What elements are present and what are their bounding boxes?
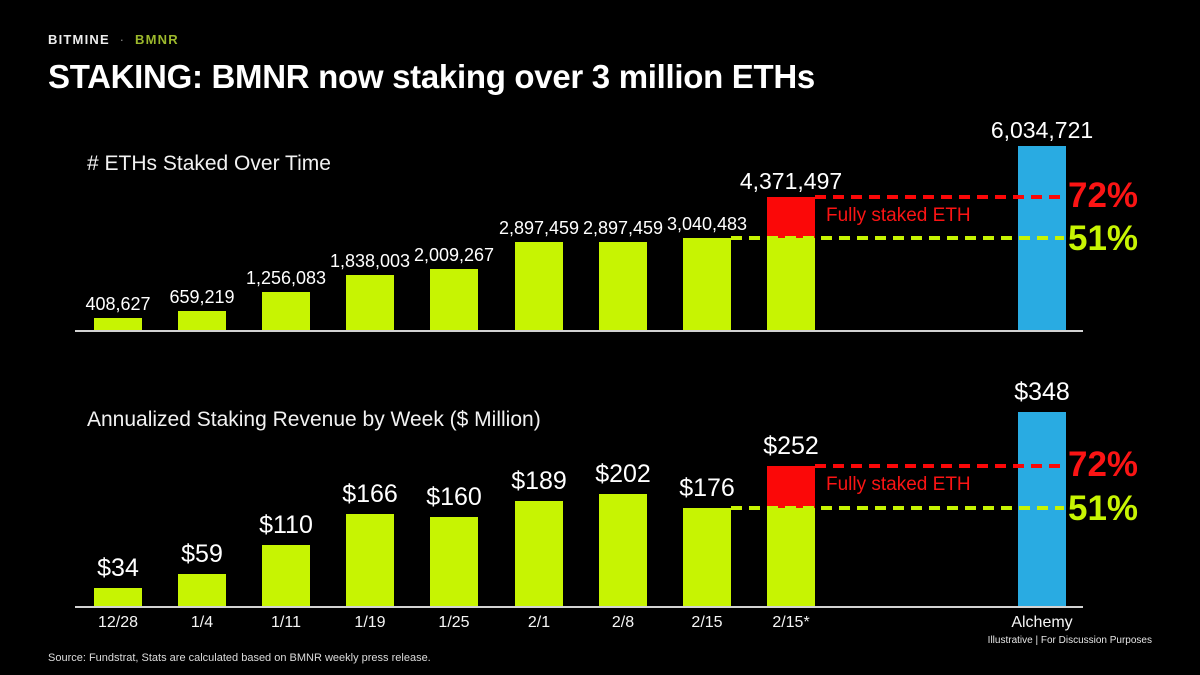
x-axis-label-2/15: 2/15 <box>691 614 723 631</box>
staking-revenue-bar-2/15*-red-segment <box>767 466 815 508</box>
eth-staked-red-pct-label: 72% <box>1068 176 1139 215</box>
eth-staked-bar-value-label: 2,897,459 <box>582 218 664 238</box>
staking-revenue-bar-1/19 <box>346 514 394 607</box>
eth-staked-green-dashed-line <box>731 236 1064 240</box>
staking-revenue-bar-1/4 <box>178 574 226 607</box>
eth-staked-bar-1/19 <box>346 275 394 331</box>
staking-revenue-bar-value-label: $166 <box>342 480 398 508</box>
x-axis-label-2/15*: 2/15* <box>772 614 810 631</box>
staking-revenue-chart-title: Annualized Staking Revenue by Week ($ Mi… <box>87 408 541 431</box>
eth-staked-bar-1/11 <box>262 292 310 331</box>
eth-staked-bar-value-label: 6,034,721 <box>990 117 1094 143</box>
staking-revenue-bar-2/15*-green-segment <box>767 508 815 607</box>
x-axis-label-12/28: 12/28 <box>97 614 139 631</box>
staking-revenue-bar-value-label: $202 <box>595 460 651 488</box>
eth-staked-bar-value-label: 659,219 <box>169 287 235 307</box>
eth-staked-green-pct-label: 51% <box>1068 219 1139 258</box>
staking-revenue-bar-2/8 <box>599 494 647 607</box>
eth-staked-chart-title: # ETHs Staked Over Time <box>87 152 331 175</box>
staking-revenue-red-dashed-line <box>815 464 1064 468</box>
x-axis-label-2/8: 2/8 <box>611 614 635 631</box>
x-axis-label-1/19: 1/19 <box>354 614 386 631</box>
staking-revenue-bar-value-label: $348 <box>1014 378 1070 406</box>
eth-staked-bar-2/15*-red-segment <box>767 197 815 238</box>
staking-revenue-bar-1/25 <box>430 517 478 607</box>
eth-staked-bar-value-label: 2,009,267 <box>413 245 495 265</box>
x-axis-label-1/25: 1/25 <box>438 614 470 631</box>
staking-revenue-bar-value-label: $59 <box>181 540 223 568</box>
eth-staked-fully-staked-label: Fully staked ETH <box>826 205 971 226</box>
staking-revenue-bar-value-label: $189 <box>511 467 567 495</box>
x-axis-label-1/11: 1/11 <box>271 614 301 631</box>
staking-revenue-axis-line <box>75 606 1083 608</box>
staking-revenue-green-pct-label: 51% <box>1068 489 1139 528</box>
brand-separator: · <box>119 32 126 47</box>
source-note: Source: Fundstrat, Stats are calculated … <box>48 652 431 664</box>
staking-revenue-bar-12/28 <box>94 588 142 607</box>
eth-staked-bar-1/25 <box>430 269 478 331</box>
brand-name: BITMINE <box>48 32 110 47</box>
eth-staked-bar-2/1 <box>515 242 563 331</box>
disclaimer-note: Illustrative | For Discussion Purposes <box>987 635 1152 646</box>
staking-revenue-bar-2/15 <box>683 508 731 607</box>
page-title: STAKING: BMNR now staking over 3 million… <box>48 58 815 95</box>
eth-staked-bar-value-label: 408,627 <box>85 294 151 314</box>
x-axis-label-1/4: 1/4 <box>190 614 214 631</box>
eth-staked-bar-2/8 <box>599 242 647 331</box>
staking-revenue-bar-value-label: $176 <box>679 474 735 502</box>
staking-revenue-green-dashed-line <box>731 506 1064 510</box>
brand-ticker: BMNR <box>135 32 179 47</box>
x-axis-label-2/1: 2/1 <box>527 614 551 631</box>
x-axis-label-Alchemy: Alchemy <box>1011 614 1073 631</box>
eth-staked-red-dashed-line <box>815 195 1064 199</box>
eth-staked-bar-value-label: 1,838,003 <box>329 251 411 271</box>
staking-revenue-bar-2/1 <box>515 501 563 607</box>
eth-staked-bar-value-label: 2,897,459 <box>498 218 580 238</box>
eth-staked-bar-12/28 <box>94 318 142 331</box>
eth-staked-bar-1/4 <box>178 311 226 331</box>
staking-revenue-bar-1/11 <box>262 545 310 607</box>
staking-revenue-red-pct-label: 72% <box>1068 445 1139 484</box>
eth-staked-bar-2/15 <box>683 238 731 331</box>
staking-revenue-fully-staked-label: Fully staked ETH <box>826 474 971 495</box>
staking-revenue-bar-value-label: $252 <box>763 432 819 460</box>
eth-staked-bar-2/15*-green-segment <box>767 238 815 331</box>
staking-revenue-bar-value-label: $110 <box>259 511 313 539</box>
staking-revenue-bar-value-label: $160 <box>426 483 482 511</box>
eth-staked-bar-value-label: 4,371,497 <box>739 168 843 194</box>
brand-header: BITMINE · BMNR <box>48 32 179 47</box>
eth-staked-axis-line <box>75 330 1083 332</box>
staking-revenue-bar-value-label: $34 <box>97 554 139 582</box>
eth-staked-bar-value-label: 1,256,083 <box>245 268 327 288</box>
eth-staked-bar-value-label: 3,040,483 <box>666 214 748 234</box>
